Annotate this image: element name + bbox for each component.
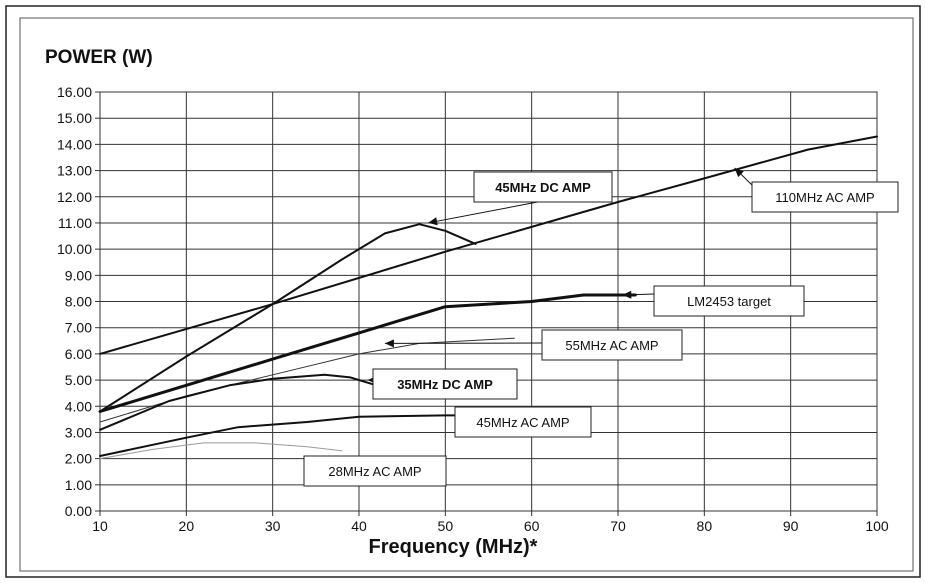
annotation-arrowhead — [428, 217, 438, 226]
series-line — [99, 414, 481, 457]
annotation-box — [303, 455, 447, 487]
y-tick-label: 5.00 — [65, 372, 92, 388]
x-tick-label: 10 — [92, 518, 108, 534]
annotation-arrowhead — [384, 339, 394, 348]
annotation-box — [751, 181, 899, 213]
y-tick-label: 0.00 — [65, 503, 92, 519]
y-tick-label: 2.00 — [65, 451, 92, 467]
series-line — [98, 293, 637, 413]
annotation-arrowhead — [622, 290, 632, 299]
y-tick-label: 4.00 — [65, 398, 92, 414]
series-lines — [98, 135, 878, 460]
x-tick-label: 90 — [783, 518, 799, 534]
y-tick-label: 15.00 — [57, 110, 92, 126]
y-tick-label: 1.00 — [65, 477, 92, 493]
y-tick-label: 11.00 — [58, 215, 92, 231]
x-tick-label: 20 — [179, 518, 195, 534]
annotation-label: 55MHz AC AMP — [565, 338, 658, 353]
y-tick-label: 6.00 — [65, 346, 92, 362]
annotation-label: LM2453 target — [687, 294, 771, 309]
x-tick-label: 30 — [265, 518, 281, 534]
y-tick-label: 14.00 — [57, 136, 92, 152]
y-tick-label: 8.00 — [65, 294, 92, 310]
annotation-box — [653, 285, 805, 317]
x-tick-label: 40 — [351, 518, 367, 534]
annotation-box — [454, 406, 592, 438]
x-tick-label: 100 — [865, 518, 889, 534]
y-tick-label: 16.00 — [57, 84, 92, 100]
annotation-label: 110MHz AC AMP — [775, 190, 874, 205]
series-line — [99, 442, 343, 460]
annotation-arrowhead — [734, 167, 744, 178]
annotation-label: 35MHz DC AMP — [397, 377, 493, 392]
y-tick-label: 10.00 — [57, 241, 92, 257]
x-axis-title: Frequency (MHz)* — [369, 536, 538, 558]
y-tick-label: 12.00 — [57, 189, 92, 205]
y-tick-label: 9.00 — [65, 267, 92, 283]
annotation-box — [372, 368, 518, 400]
x-tick-label: 50 — [438, 518, 454, 534]
annotations: 45MHz DC AMP 110MHz AC AMP LM2453 target 55… — [303, 167, 899, 487]
y-axis-title: POWER (W) — [45, 47, 153, 68]
annotation-label: 28MHz AC AMP — [328, 464, 421, 479]
x-tick-label: 60 — [524, 518, 540, 534]
y-tick-label: 13.00 — [57, 163, 92, 179]
annotation-label: 45MHz DC AMP — [495, 180, 591, 195]
series-line — [99, 373, 378, 431]
tick-labels: 0.00 1.00 2.00 3.00 4.00 5.00 6.00 7.00 8.00 9.00… — [57, 84, 889, 534]
annotation-box — [541, 329, 683, 361]
x-tick-label: 70 — [610, 518, 626, 534]
series-line — [99, 223, 477, 413]
annotation-label: 45MHz AC AMP — [476, 415, 569, 430]
x-tick-label: 80 — [697, 518, 713, 534]
annotation-box — [473, 171, 613, 203]
inner-border — [19, 17, 914, 572]
y-tick-label: 3.00 — [65, 424, 92, 440]
y-tick-label: 7.00 — [65, 320, 92, 336]
